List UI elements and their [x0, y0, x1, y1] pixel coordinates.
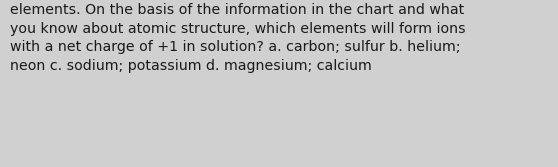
- Text: 15. Table 2-14 indicates the number and arrangement of
electrons in the first fo: 15. Table 2-14 indicates the number and …: [10, 0, 466, 73]
